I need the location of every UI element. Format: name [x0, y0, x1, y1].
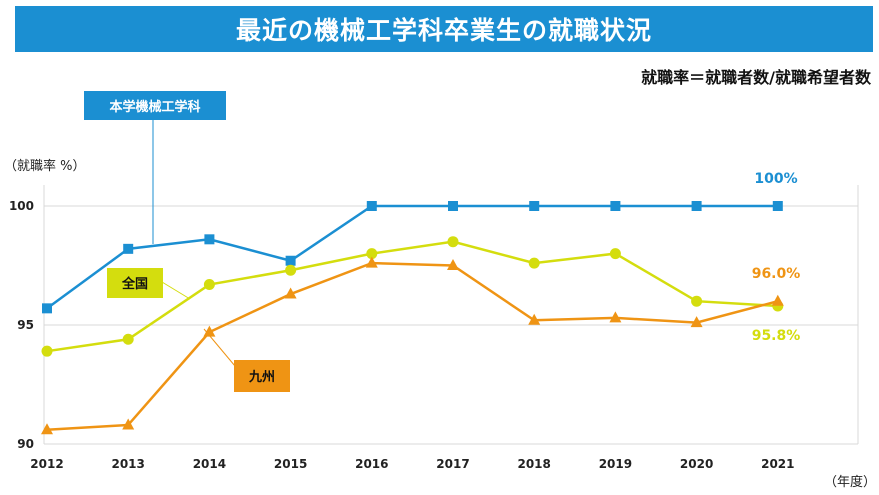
callout-label-kyushu: 九州: [248, 370, 275, 385]
series-line-national: [46, 240, 778, 353]
data-point-national: [691, 295, 703, 307]
end-label-kyushu: 96.0%: [752, 266, 801, 282]
series-line-department: [46, 204, 778, 310]
x-tick-label: 2019: [599, 457, 632, 471]
callout-box-kyushu: [234, 360, 290, 392]
data-point-kyushu: [284, 287, 297, 299]
data-point-national: [609, 248, 621, 260]
data-point-national: [366, 248, 378, 260]
callout-label-department: 本学機械工学科: [109, 99, 200, 115]
data-point-kyushu: [609, 311, 622, 323]
x-tick-label: 2012: [30, 457, 63, 471]
callout-box-national: [107, 268, 163, 298]
title-bar: 最近の機械工学科卒業生の就職状況: [15, 6, 873, 52]
x-tick-label: 2017: [436, 457, 469, 471]
x-axis-label: （年度）: [824, 474, 876, 490]
end-label-department: 100%: [754, 171, 797, 187]
data-point-kyushu: [690, 316, 703, 328]
data-point-department: [610, 201, 621, 211]
x-tick-label: 2016: [355, 457, 388, 471]
data-point-department: [42, 303, 52, 314]
x-tick-label: 2020: [680, 457, 713, 471]
data-point-kyushu: [528, 313, 541, 325]
data-point-national: [203, 279, 215, 291]
data-point-kyushu: [365, 256, 378, 268]
data-point-kyushu: [122, 418, 135, 430]
data-point-national: [285, 264, 297, 276]
y-tick-label: 95: [17, 318, 34, 332]
data-point-department: [691, 201, 702, 211]
end-label-national: 95.8%: [752, 328, 801, 344]
chart-title: 最近の機械工学科卒業生の就職状況: [235, 16, 652, 45]
data-point-department: [448, 201, 458, 211]
y-tick-label: 90: [17, 437, 34, 451]
data-point-department: [529, 201, 540, 211]
data-point-department: [366, 201, 377, 211]
data-point-kyushu: [771, 294, 784, 306]
series-line-kyushu: [46, 261, 779, 431]
x-tick-label: 2015: [274, 457, 307, 471]
formula-note: 就職率＝就職者数/就職希望者数: [641, 68, 871, 87]
data-point-department: [123, 243, 134, 254]
y-tick-label: 100: [9, 199, 34, 213]
x-tick-label: 2013: [111, 457, 144, 471]
y-axis-label: （就職率 %）: [4, 158, 86, 174]
data-point-department: [204, 234, 215, 245]
data-point-national: [122, 333, 134, 345]
data-point-national: [447, 236, 459, 248]
data-point-kyushu: [203, 325, 216, 337]
data-point-kyushu: [41, 423, 53, 435]
x-tick-label: 2021: [761, 457, 794, 471]
data-point-kyushu: [447, 259, 459, 270]
data-point-national: [528, 257, 540, 269]
callout-box-department: [84, 91, 226, 120]
data-point-department: [772, 201, 783, 211]
x-tick-label: 2018: [517, 457, 550, 471]
callout-line-national: [161, 281, 191, 300]
data-point-department: [285, 255, 296, 266]
data-point-national: [41, 345, 53, 357]
x-tick-label: 2014: [193, 457, 226, 471]
callout-label-national: 全国: [121, 276, 148, 292]
